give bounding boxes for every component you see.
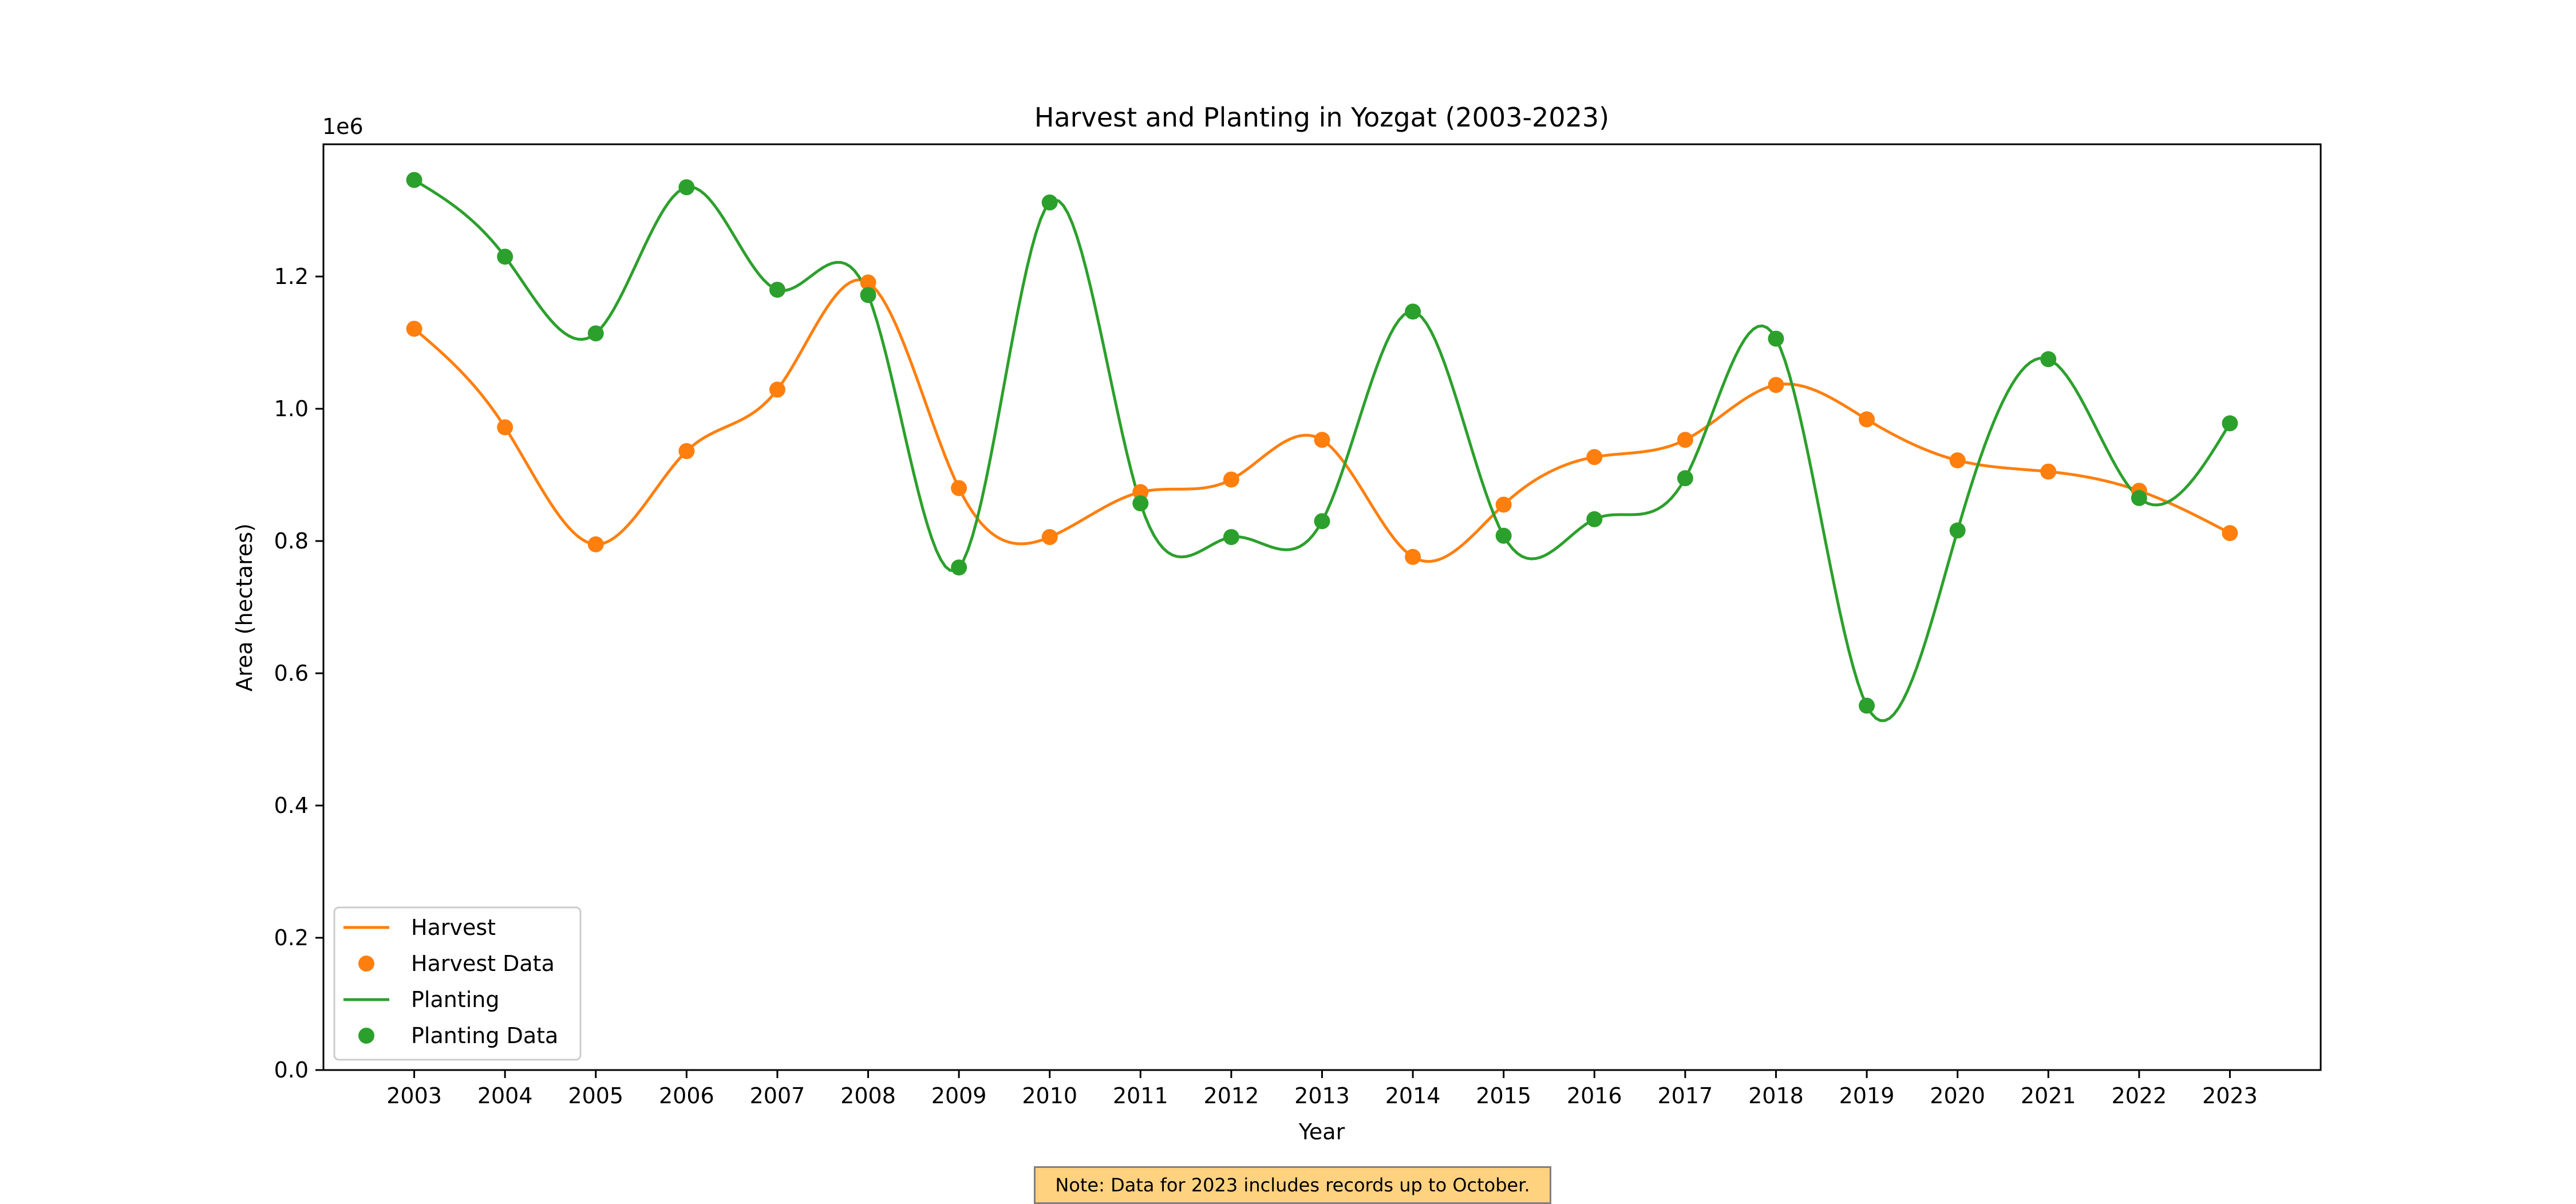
legend-planting: Planting xyxy=(411,987,500,1012)
legend-harvest-data: Harvest Data xyxy=(411,951,555,976)
data-point-harvest xyxy=(497,419,513,436)
y-tick-label: 0.2 xyxy=(274,925,309,950)
data-point-harvest xyxy=(2040,463,2057,480)
legend-harvest-data-marker xyxy=(358,956,374,972)
x-tick-label: 2021 xyxy=(2021,1083,2076,1108)
data-point-planting xyxy=(678,179,695,196)
y-tick-label: 0.8 xyxy=(274,528,309,554)
data-point-harvest xyxy=(1041,529,1058,546)
x-tick-label: 2019 xyxy=(1839,1083,1895,1108)
data-point-harvest xyxy=(587,536,604,552)
legend-planting-data: Planting Data xyxy=(411,1023,558,1048)
x-axis-label: Year xyxy=(1298,1119,1345,1144)
data-point-planting xyxy=(1949,522,1966,539)
data-point-planting xyxy=(769,282,785,298)
x-tick-label: 2023 xyxy=(2202,1083,2258,1108)
x-tick-label: 2009 xyxy=(931,1083,987,1108)
plot-frame xyxy=(322,143,2322,1071)
data-point-harvest xyxy=(951,480,967,496)
data-point-harvest xyxy=(406,321,422,337)
x-tick-label: 2010 xyxy=(1022,1083,1077,1108)
x-tick-label: 2014 xyxy=(1385,1083,1441,1108)
data-point-planting xyxy=(2040,351,2057,368)
data-point-planting xyxy=(1405,303,1421,320)
data-point-harvest xyxy=(678,443,695,459)
data-point-harvest xyxy=(1405,548,1421,565)
x-tick-label: 2011 xyxy=(1113,1083,1168,1108)
legend: Harvest Harvest Data Planting Planting D… xyxy=(333,906,582,1061)
data-point-harvest xyxy=(1677,432,1693,448)
data-point-planting xyxy=(1223,529,1239,546)
x-tick-label: 2015 xyxy=(1476,1083,1531,1108)
y-offset-label: 1e6 xyxy=(322,114,364,139)
data-point-planting xyxy=(951,559,967,576)
data-point-harvest xyxy=(1859,411,1875,428)
data-point-harvest xyxy=(1223,471,1239,488)
data-point-planting xyxy=(1132,495,1149,512)
x-tick-label: 2018 xyxy=(1748,1083,1804,1108)
data-point-harvest xyxy=(1495,496,1512,513)
note-box: Note: Data for 2023 includes records up … xyxy=(1034,1166,1551,1204)
data-point-planting xyxy=(2131,490,2147,506)
data-point-planting xyxy=(497,248,513,265)
data-point-planting xyxy=(1041,194,1058,211)
data-point-planting xyxy=(2222,415,2238,432)
data-point-planting xyxy=(1586,511,1603,527)
data-point-planting xyxy=(1314,513,1330,530)
y-tick-label: 0.0 xyxy=(274,1057,309,1083)
chart-title: Harvest and Planting in Yozgat (2003-202… xyxy=(1034,102,1609,133)
x-tick-label: 2005 xyxy=(568,1083,623,1108)
legend-harvest: Harvest xyxy=(411,915,496,940)
x-tick-label: 2017 xyxy=(1658,1083,1713,1108)
x-tick-label: 2022 xyxy=(2111,1083,2167,1108)
x-tick-label: 2003 xyxy=(386,1083,442,1108)
data-point-harvest xyxy=(769,381,785,398)
data-point-planting xyxy=(1859,697,1875,714)
data-point-harvest xyxy=(1314,432,1330,448)
y-axis-label: Area (hectares) xyxy=(232,523,257,692)
data-point-planting xyxy=(587,325,604,342)
y-tick-label: 1.2 xyxy=(274,264,309,289)
data-point-planting xyxy=(1495,527,1512,544)
x-tick-label: 2004 xyxy=(477,1083,533,1108)
x-tick-label: 2012 xyxy=(1204,1083,1259,1108)
x-tick-label: 2008 xyxy=(840,1083,896,1108)
data-point-planting xyxy=(1768,330,1784,347)
x-tick-label: 2013 xyxy=(1294,1083,1350,1108)
data-point-harvest xyxy=(1949,452,1966,469)
data-point-harvest xyxy=(1586,449,1603,465)
y-tick-label: 0.4 xyxy=(274,793,309,818)
y-tick-label: 0.6 xyxy=(274,661,309,686)
x-tick-label: 2006 xyxy=(659,1083,714,1108)
legend-planting-data-marker xyxy=(358,1028,374,1044)
data-point-harvest xyxy=(1768,377,1784,393)
data-point-planting xyxy=(860,287,876,303)
x-tick-label: 2016 xyxy=(1567,1083,1622,1108)
legend-box xyxy=(333,906,582,1061)
data-point-harvest xyxy=(2222,525,2238,542)
data-point-planting xyxy=(1677,470,1693,487)
x-tick-label: 2007 xyxy=(750,1083,805,1108)
series-layer xyxy=(406,172,2238,723)
data-point-planting xyxy=(406,172,422,188)
data-point-harvest xyxy=(860,274,876,291)
data-point-harvest xyxy=(1132,484,1149,500)
ticks-layer: 2003 2004 2005 2006 2007 2008 2009 2010 2011 2012… xyxy=(274,264,2258,1108)
x-tick-label: 2020 xyxy=(1930,1083,1985,1108)
y-tick-label: 1.0 xyxy=(274,396,309,421)
